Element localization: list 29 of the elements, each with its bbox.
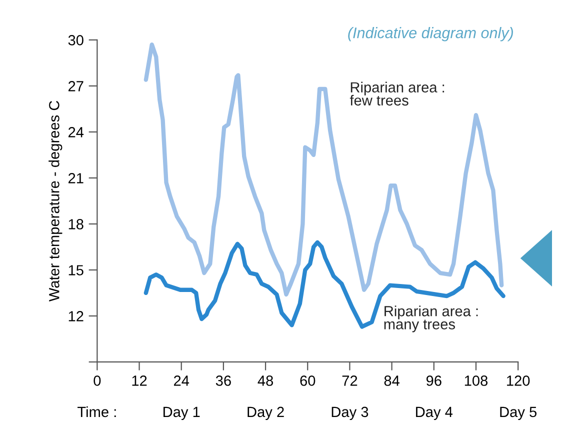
series-label: Riparian area : few trees <box>350 82 444 106</box>
x-tick-label: 120 <box>507 376 530 386</box>
x-tick-label: 48 <box>258 376 274 386</box>
line-series <box>144 42 504 297</box>
x-tick-label: 12 <box>132 376 147 386</box>
x-tick-label: 0 <box>94 376 101 386</box>
x-tick-label: 96 <box>426 376 442 386</box>
y-axis-title: Water temperature - degrees C <box>48 100 62 302</box>
x-tick-label: 72 <box>342 376 358 386</box>
x-tick-label: 24 <box>174 376 190 386</box>
y-tick-label: 24 <box>68 127 84 138</box>
y-tick-label: 21 <box>68 173 84 184</box>
x-tick-label: 60 <box>300 376 316 386</box>
text: Day 1 <box>164 406 200 420</box>
y-tick-label: 30 <box>68 35 84 46</box>
text: Day 4 <box>416 406 453 420</box>
x-tick-label: 108 <box>464 376 488 386</box>
annotation: (Indicative diagram only) <box>348 27 513 42</box>
y-tick-label: 15 <box>68 265 84 276</box>
x-tick-label: 84 <box>384 376 400 386</box>
y-tick-label: 12 <box>68 311 84 322</box>
text: Day 3 <box>332 406 368 420</box>
text: Time : <box>78 406 116 418</box>
text: Day 5 <box>500 406 537 420</box>
y-tick-label: 27 <box>68 81 84 92</box>
text: Day 2 <box>248 406 284 420</box>
x-tick-label: 36 <box>216 376 231 386</box>
series-label: Riparian area : many trees <box>384 306 478 332</box>
y-tick-label: 18 <box>68 219 84 230</box>
